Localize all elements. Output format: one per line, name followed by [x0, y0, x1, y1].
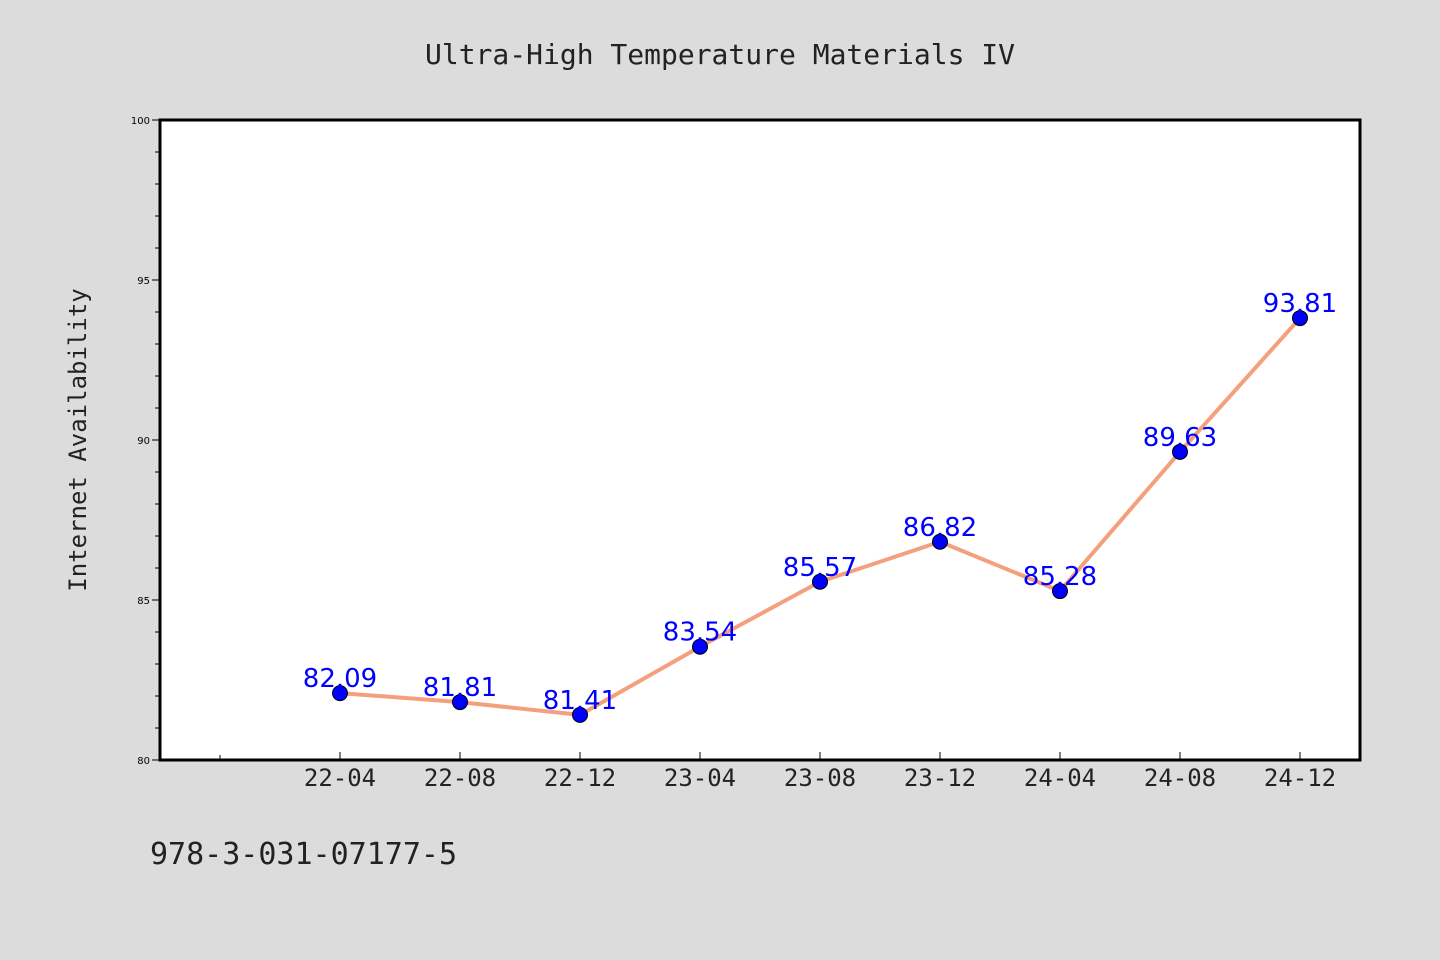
- data-label: 85.57: [783, 553, 857, 583]
- footer-code: 978-3-031-07177-5: [150, 837, 457, 872]
- data-label: 83.54: [663, 618, 737, 648]
- plot-area: [158, 118, 1362, 762]
- data-label: 82.09: [303, 664, 377, 694]
- y-tick-label: 85: [137, 596, 150, 607]
- y-tick-label: 90: [137, 436, 150, 447]
- data-label: 93.81: [1263, 289, 1337, 319]
- data-label: 81.41: [543, 686, 617, 716]
- y-tick-label: 95: [137, 276, 150, 287]
- x-tick-label: 24-04: [1024, 764, 1096, 792]
- data-labels-group: 82.09 81.81 81.41 83.54 85.57 86.82 85.28 89.63…: [303, 289, 1337, 716]
- data-point: [932, 533, 948, 550]
- x-tick-label: 22-08: [424, 764, 496, 792]
- y-tick-label: 100: [131, 116, 150, 127]
- y-axis-label: Internet Availability: [64, 288, 92, 591]
- x-tick-label: 22-04: [304, 764, 376, 792]
- data-point: [812, 573, 828, 590]
- data-point: [452, 694, 468, 711]
- data-point: [332, 685, 348, 702]
- y-axis: 80 85 90 95 100: [131, 116, 160, 767]
- x-axis: 22-04 22-08 22-12 23-04 23-08 23-12 24-04 24-08…: [219, 752, 1336, 792]
- x-tick-label: 24-08: [1144, 764, 1216, 792]
- data-point: [1052, 583, 1068, 600]
- data-point: [692, 638, 708, 655]
- data-label: 89.63: [1143, 423, 1217, 453]
- data-label: 85.28: [1023, 562, 1097, 592]
- x-tick-label: 24-12: [1264, 764, 1336, 792]
- x-tick-label: 23-08: [784, 764, 856, 792]
- data-point: [572, 706, 588, 723]
- data-point: [1172, 443, 1188, 460]
- x-tick-label: 23-04: [664, 764, 736, 792]
- data-label: 86.82: [903, 513, 977, 543]
- data-label: 81.81: [423, 673, 497, 703]
- series-points-group: [332, 310, 1308, 723]
- x-tick-label: 23-12: [904, 764, 976, 792]
- data-point: [1292, 310, 1308, 327]
- y-tick-label: 80: [137, 756, 150, 767]
- chart-title: Ultra-High Temperature Materials IV: [425, 38, 1015, 71]
- x-tick-label: 22-12: [544, 764, 616, 792]
